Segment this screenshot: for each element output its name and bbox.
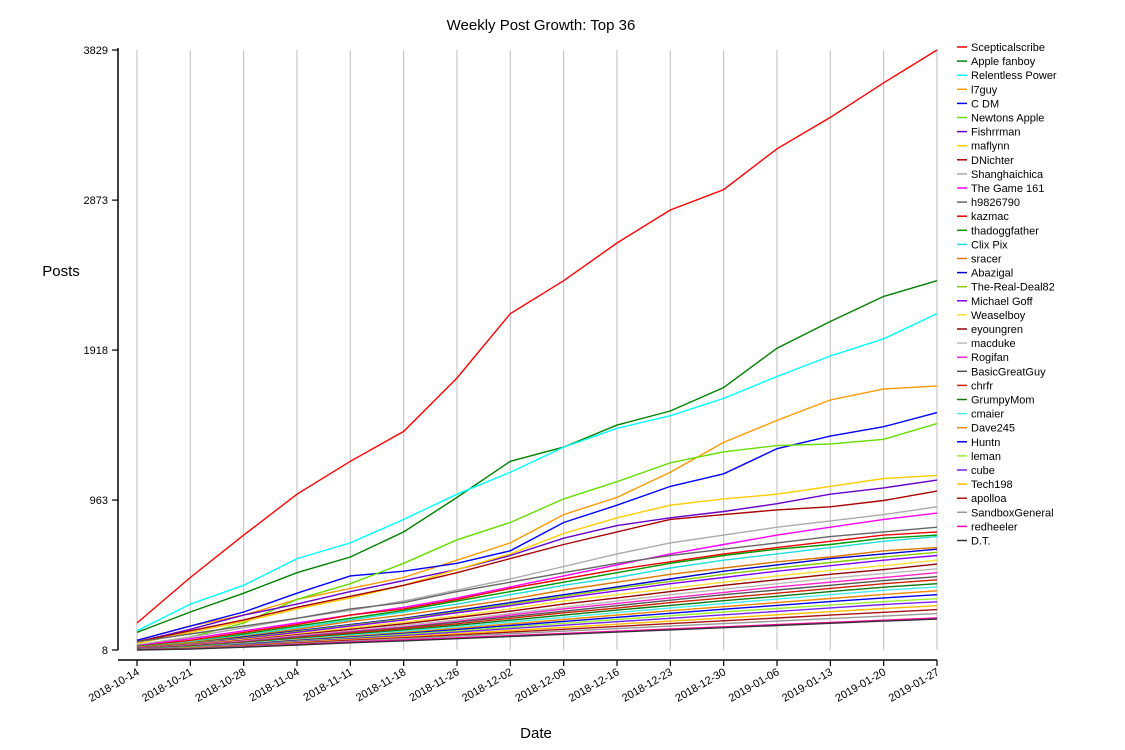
series-line (136, 559, 938, 650)
series-line (136, 312, 938, 632)
legend-label: Relentless Power (971, 70, 1057, 82)
legend-label: Dave245 (971, 423, 1015, 435)
legend-label: kazmac (971, 211, 1009, 223)
legend-label: Apple fanboy (971, 56, 1036, 68)
axes (117, 48, 937, 661)
series-line (136, 531, 938, 648)
series-line (136, 490, 938, 643)
series-line (136, 479, 938, 643)
y-tick-label: 1918 (84, 345, 108, 357)
chart-title: Weekly Post Growth: Top 36 (447, 17, 636, 34)
series-line (136, 411, 938, 641)
series-line (136, 563, 938, 650)
legend-label: The-Real-Deal82 (971, 282, 1055, 294)
x-tick-label: 2019-01-06 (727, 666, 782, 705)
legend-label: Rogifan (971, 352, 1009, 364)
series-line (136, 422, 938, 646)
legend-label: Scepticalscribe (971, 42, 1045, 54)
x-tick-label: 2018-10-21 (140, 666, 195, 705)
y-tick-labels: 8 963 1918 2873 3829 (84, 45, 118, 657)
y-tick-label: 3829 (84, 45, 108, 57)
series-line (136, 534, 938, 648)
legend-label: Huntn (971, 437, 1000, 449)
legend-label: h9826790 (971, 197, 1020, 209)
series-line (136, 551, 938, 649)
legend-label: sracer (971, 254, 1002, 266)
series-lines (136, 49, 938, 651)
x-tick-label: 2018-11-26 (407, 666, 461, 704)
y-axis-label: Posts (42, 263, 80, 280)
legend-label: Abazigal (971, 268, 1013, 280)
x-tick-label: 2018-12-09 (513, 666, 568, 705)
x-tick-label: 2018-10-14 (87, 666, 142, 705)
legend-label: leman (971, 451, 1001, 463)
x-tick-label: 2018-11-11 (302, 666, 355, 704)
x-tick-label: 2018-12-23 (620, 666, 675, 705)
series-line (136, 526, 938, 643)
legend-label: DNichter (971, 155, 1014, 167)
series-line (136, 512, 938, 647)
x-tick-label: 2018-10-28 (193, 666, 248, 705)
x-tick-label: 2019-01-13 (780, 666, 835, 705)
legend-label: thadoggfather (971, 225, 1039, 237)
x-gridlines (136, 50, 938, 650)
legend-label: Clix Pix (971, 239, 1008, 251)
legend-label: redheeler (971, 521, 1018, 533)
x-tick-label: 2018-12-16 (567, 666, 622, 705)
legend-label: SandboxGeneral (971, 507, 1054, 519)
legend-label: eyoungren (971, 324, 1023, 336)
legend-label: Michael Goff (971, 296, 1033, 308)
series-line (136, 546, 938, 648)
x-tick-label: 2018-12-30 (673, 666, 728, 705)
legend-label: Newtons Apple (971, 113, 1044, 125)
legend-label: D.T. (971, 536, 991, 548)
series-line (136, 385, 938, 641)
legend-label: Weaselboy (971, 310, 1026, 322)
x-axis-label: Date (520, 725, 552, 742)
legend-label: Shanghaichica (971, 169, 1044, 181)
series-line (136, 618, 938, 651)
x-tick-label: 2019-01-20 (833, 666, 888, 705)
x-tick-label: 2018-11-04 (247, 666, 301, 704)
legend-label: macduke (971, 338, 1016, 350)
x-tick-label: 2019-01-27 (887, 666, 942, 705)
y-tick-label: 2873 (84, 195, 108, 207)
legend-label: cube (971, 465, 995, 477)
legend-label: The Game 161 (971, 183, 1044, 195)
legend-label: apolloa (971, 493, 1007, 505)
series-line (136, 49, 938, 624)
legend-label: maflynn (971, 141, 1010, 153)
legend-label: C DM (971, 98, 999, 110)
legend-label: Tech198 (971, 479, 1013, 491)
y-tick-label: 963 (90, 495, 108, 507)
series-line (136, 474, 938, 645)
x-tick-label: 2018-12-02 (460, 666, 515, 705)
legend-label: chrfr (971, 380, 993, 392)
series-line (136, 554, 938, 649)
legend-label: l7guy (971, 84, 998, 96)
legend-label: cmaier (971, 409, 1004, 421)
legend-label: Fishrrman (971, 127, 1021, 139)
series-line (136, 535, 938, 648)
legend: Scepticalscribe Apple fanboy Relentless Po… (957, 42, 1057, 548)
legend-label: GrumpyMom (971, 395, 1035, 407)
series-line (136, 280, 938, 634)
series-line (136, 506, 938, 646)
series-line (136, 548, 938, 649)
y-tick-label: 8 (102, 645, 108, 657)
x-tick-label: 2018-11-18 (354, 666, 408, 704)
legend-label: BasicGreatGuy (971, 366, 1046, 378)
